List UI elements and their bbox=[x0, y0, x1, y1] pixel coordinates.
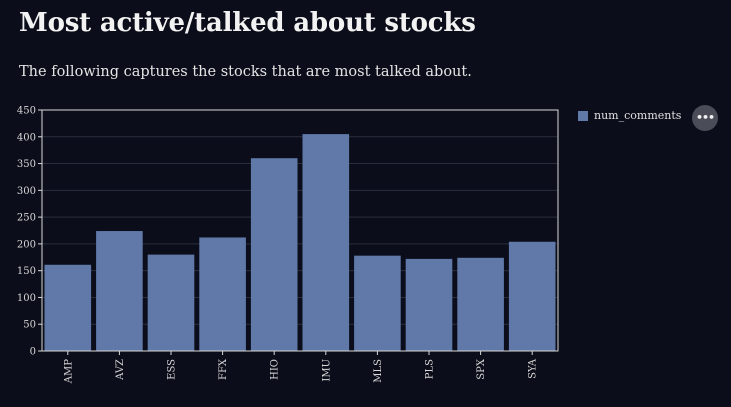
bar-mls[interactable] bbox=[354, 255, 401, 351]
y-tick-label: 450 bbox=[17, 106, 36, 117]
bar-ffx[interactable] bbox=[199, 237, 246, 351]
bars bbox=[44, 134, 556, 351]
ellipsis-icon: ••• bbox=[695, 111, 715, 124]
x-tick-label: HIO bbox=[270, 359, 281, 380]
y-tick-label: 100 bbox=[17, 293, 36, 304]
bar-avz[interactable] bbox=[96, 231, 143, 351]
page-description: The following captures the stocks that a… bbox=[19, 64, 472, 80]
page-title: Most active/talked about stocks bbox=[19, 8, 476, 38]
x-tick-label: IMU bbox=[321, 359, 332, 382]
x-tick-labels: AMP AVZ ESS FFX HIO IMU MLS PLS SPX SYA bbox=[63, 358, 538, 384]
legend: num_comments bbox=[578, 109, 681, 122]
x-tick-label: SYA bbox=[528, 358, 539, 379]
x-tick-label: PLS bbox=[425, 359, 436, 379]
x-tick-label: MLS bbox=[373, 359, 384, 383]
y-tick-label: 250 bbox=[17, 213, 36, 224]
y-tick-label: 350 bbox=[17, 159, 36, 170]
y-tick-label: 400 bbox=[17, 132, 36, 143]
y-tick-label: 50 bbox=[23, 320, 36, 331]
legend-label: num_comments bbox=[594, 109, 682, 122]
y-tick-label: 0 bbox=[30, 347, 36, 358]
axes bbox=[38, 109, 559, 355]
bar-ess[interactable] bbox=[147, 254, 195, 351]
x-tick-label: SPX bbox=[476, 358, 487, 380]
x-tick-label: FFX bbox=[218, 358, 229, 380]
legend-swatch bbox=[578, 110, 588, 121]
bar-spx[interactable] bbox=[457, 257, 504, 351]
x-tick-label: ESS bbox=[167, 359, 178, 380]
bar-amp[interactable] bbox=[44, 264, 92, 351]
x-tick-label: AMP bbox=[63, 359, 74, 384]
chart-menu-button[interactable]: ••• bbox=[692, 105, 718, 131]
y-tick-label: 200 bbox=[17, 239, 36, 250]
bar-imu[interactable] bbox=[302, 134, 350, 351]
plot-frame bbox=[41, 109, 559, 352]
x-tick-label: AVZ bbox=[115, 359, 126, 381]
y-tick-label: 300 bbox=[17, 186, 36, 197]
bar-hio[interactable] bbox=[250, 158, 298, 351]
y-tick-label: 150 bbox=[17, 266, 36, 277]
bar-sya[interactable] bbox=[508, 241, 556, 351]
y-tick-labels: 0 50 100 150 200 250 300 350 400 450 bbox=[17, 106, 36, 358]
bar-pls[interactable] bbox=[405, 258, 453, 351]
